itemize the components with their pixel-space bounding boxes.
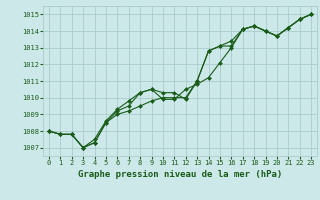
X-axis label: Graphe pression niveau de la mer (hPa): Graphe pression niveau de la mer (hPa)	[78, 170, 282, 179]
